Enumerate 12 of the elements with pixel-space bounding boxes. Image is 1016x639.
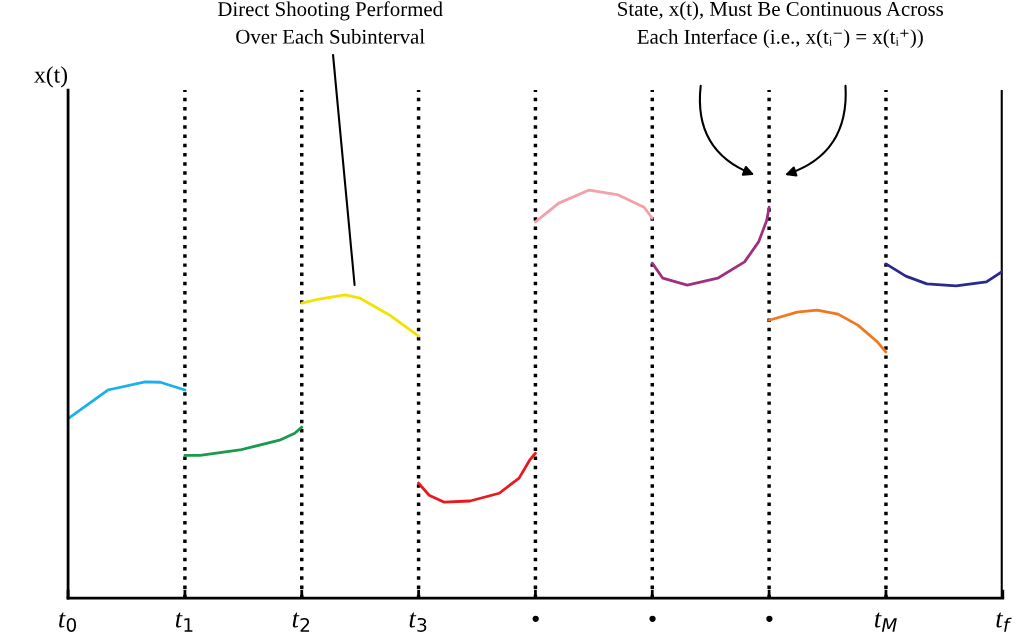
- text: State, x(t), Must Be Continuous Across Each Interface (i.e., x(tᵢ⁻) = x(tᵢ⁺)): [618, 1, 944, 49]
- x-tick-label: •: [766, 615, 773, 622]
- x-tick-label: t$_{2}$: [292, 612, 310, 632]
- x-tick-label: •: [532, 615, 539, 622]
- x-tick-label: t$_{1}$: [175, 612, 193, 632]
- x-tick-label: •: [649, 615, 656, 622]
- x-tick-label: t$_{f}$: [996, 612, 1012, 632]
- x-tick-label: t$_{0}$: [59, 612, 77, 632]
- x-tick-label: t$_{M}$: [874, 612, 897, 632]
- text: Direct Shooting Performed Over Each Subinterval: [217, 1, 443, 44]
- y-axis-title: x(t): [34, 66, 68, 88]
- x-tick-label: t$_{3}$: [409, 612, 427, 632]
